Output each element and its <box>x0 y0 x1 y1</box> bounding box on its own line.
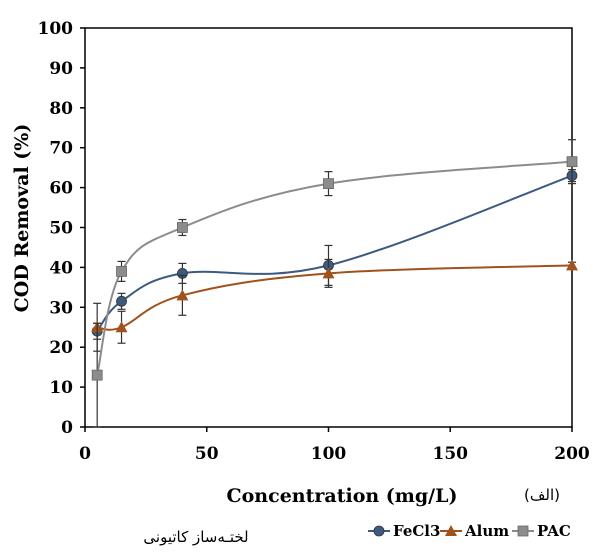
pac-legend-label: PAC <box>537 522 571 540</box>
panel-label: (الف) <box>524 486 560 504</box>
y-tick-label: 0 <box>61 418 73 438</box>
y-tick-label: 20 <box>49 338 73 358</box>
fecl3-legend-marker <box>373 525 385 537</box>
alum-legend-marker <box>445 525 457 536</box>
pac-legend-marker <box>517 525 529 537</box>
y-tick-label: 50 <box>49 219 73 239</box>
alum-point <box>176 289 189 301</box>
x-tick-label: 0 <box>79 444 91 464</box>
x-tick-label: 50 <box>195 444 219 464</box>
legend: FeCl3 Alum PAC <box>368 522 571 540</box>
y-tick-label: 100 <box>38 19 74 39</box>
alum-point <box>322 267 335 279</box>
x-tick-label: 150 <box>433 444 469 464</box>
y-tick-label: 60 <box>49 179 73 199</box>
pac-point <box>323 178 334 190</box>
y-tick-label: 70 <box>49 139 73 159</box>
fecl3-series-line <box>96 174 573 332</box>
alum-point <box>115 321 128 333</box>
pac-point <box>91 369 103 381</box>
pac-point <box>176 222 188 233</box>
x-tick-label: 100 <box>311 444 347 464</box>
pac-point <box>116 265 127 277</box>
x-tick-label: 200 <box>554 444 590 464</box>
alum-series-line <box>97 264 573 331</box>
y-tick-label: 40 <box>49 258 73 278</box>
y-axis-title: COD Removal (%) <box>11 124 33 313</box>
y-tick-label: 30 <box>49 298 73 318</box>
cation-caption: لختـه‌ساز کاتیونی <box>143 528 248 546</box>
pac-series-line <box>96 160 573 376</box>
y-tick-label: 90 <box>49 59 73 79</box>
y-tick-label: 80 <box>49 99 73 119</box>
y-tick-label: 10 <box>49 378 73 398</box>
fecl3-legend-label: FeCl3 <box>393 522 440 540</box>
x-axis-title: Concentration (mg/L) <box>227 485 458 507</box>
alum-point <box>566 259 578 271</box>
fecl3-point <box>116 295 127 307</box>
alum-legend-label: Alum <box>464 522 509 540</box>
plot-area: 0 10 20 30 40 50 60 70 80 90 100 0 50 100 150 200 <box>38 19 590 464</box>
plot-frame <box>84 27 573 428</box>
pac-point <box>566 156 578 168</box>
